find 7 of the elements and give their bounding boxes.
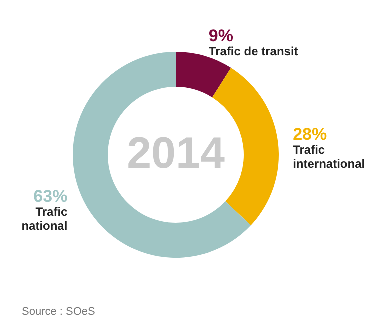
data-label: 9% [208, 26, 234, 46]
slice-label: Trafic de transit [208, 44, 298, 59]
slice-label: Trafic international [293, 143, 366, 172]
slice-label: Trafic national [22, 204, 68, 233]
data-label: 28% [293, 125, 328, 144]
data-label: 63% [34, 186, 68, 206]
source-note: Source : SOeS [22, 306, 96, 318]
